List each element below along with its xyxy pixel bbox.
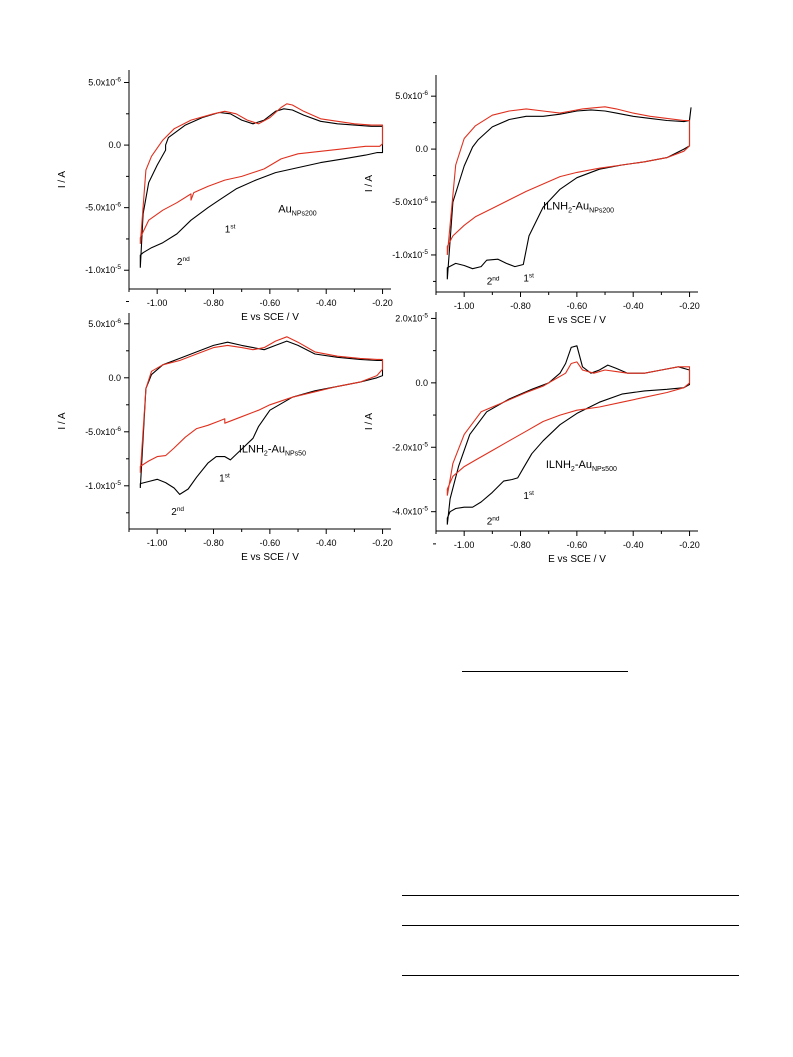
peak-annotation: 1st [225, 224, 236, 236]
y-tick-label: -1.0x10-5 [85, 480, 121, 491]
sample-label: ILNH2-AuNPs500 [546, 459, 617, 473]
x-tick-label: -0.60 [260, 538, 281, 548]
peak-annotation: 2nd [487, 516, 500, 528]
x-tick-label: -0.60 [567, 301, 588, 311]
x-tick-label: -0.60 [260, 298, 281, 308]
y-tick-label: -1.0x10-5 [392, 249, 428, 260]
sample-label: ILNH2-AuNPs200 [543, 200, 614, 214]
sample-label: AuNPs200 [278, 204, 316, 218]
y-axis-title: I / A [57, 171, 68, 189]
x-tick-label: -1.00 [147, 538, 168, 548]
x-tick-label: -0.40 [623, 540, 644, 550]
peak-annotation: 1st [523, 272, 534, 284]
y-tick-label: 0.0 [108, 140, 121, 150]
x-tick-label: -1.00 [454, 540, 475, 550]
x-tick-label: -0.20 [372, 298, 393, 308]
x-axis-title: E vs SCE / V [241, 312, 299, 323]
series-black-line [139, 108, 384, 268]
x-tick-label: -0.20 [372, 538, 393, 548]
sample-label: ILNH2-AuNPs50 [239, 443, 306, 457]
panel-2: -1.00 -0.80 -0.60 -0.40 -0.20 5.0x10-6 0.0 -5.0… [57, 313, 393, 563]
series-red-line [446, 361, 691, 496]
x-tick-label: -0.80 [510, 540, 531, 550]
y-tick-label: -1.0x10-5 [85, 264, 121, 275]
y-tick-label: -5.0x10-6 [85, 426, 121, 437]
panel-1: -1.00 -0.80 -0.60 -0.40 -0.20 5.0x10-6 0.0 -5.0… [364, 75, 700, 326]
y-tick-label: 0.0 [415, 378, 428, 388]
peak-annotation: 2nd [171, 506, 184, 518]
y-axis-title: I / A [364, 175, 375, 193]
y-tick-label: 0.0 [415, 144, 428, 154]
table-rule-middle [402, 925, 739, 926]
peak-annotation: 2nd [487, 276, 500, 288]
x-tick-label: -0.40 [623, 301, 644, 311]
x-axis-title: E vs SCE / V [241, 552, 299, 563]
panel-0: -1.00 -0.80 -0.60 -0.40 -0.20 5.0x10-6 0.0 -5.0… [57, 70, 393, 323]
x-tick-label: -0.20 [679, 540, 700, 550]
x-axis-title: E vs SCE / V [548, 554, 606, 565]
y-axis-title: I / A [57, 412, 68, 430]
x-tick-label: -0.40 [316, 538, 337, 548]
x-tick-label: -1.00 [147, 298, 168, 308]
x-tick-label: -0.20 [679, 301, 700, 311]
panel-3: -1.00 -0.80 -0.60 -0.40 -0.20 2.0x10-5 0.0 -2.0… [364, 312, 700, 565]
series-black-line [446, 345, 691, 525]
y-axis-title: I / A [364, 413, 375, 431]
table-rule-bottom [402, 975, 739, 976]
x-tick-label: -0.60 [567, 540, 588, 550]
x-tick-label: -0.40 [316, 298, 337, 308]
peak-annotation: 1st [219, 472, 230, 484]
series-black-line [139, 340, 384, 495]
y-tick-label: -5.0x10-6 [392, 196, 428, 207]
y-tick-label: -4.0x10-5 [392, 506, 428, 517]
table-rule-top [402, 895, 739, 896]
y-tick-label: -5.0x10-6 [85, 202, 121, 213]
y-tick-label: 0.0 [108, 373, 121, 383]
x-tick-label: -0.80 [203, 298, 224, 308]
x-tick-label: -0.80 [203, 538, 224, 548]
peak-annotation: 1st [523, 490, 534, 502]
x-axis-title: E vs SCE / V [548, 315, 606, 326]
x-tick-label: -0.80 [510, 301, 531, 311]
y-tick-label: 5.0x10-6 [395, 90, 428, 101]
y-tick-label: -2.0x10-5 [392, 441, 428, 452]
series-red-line [139, 103, 384, 244]
series-red-line [446, 106, 691, 256]
signature-rule [462, 671, 628, 672]
y-tick-label: 5.0x10-6 [88, 318, 121, 329]
series-red-line [139, 336, 384, 473]
x-tick-label: -1.00 [454, 301, 475, 311]
y-tick-label: 5.0x10-6 [88, 77, 121, 88]
y-tick-label: 2.0x10-5 [395, 312, 428, 323]
peak-annotation: 2nd [177, 256, 190, 268]
